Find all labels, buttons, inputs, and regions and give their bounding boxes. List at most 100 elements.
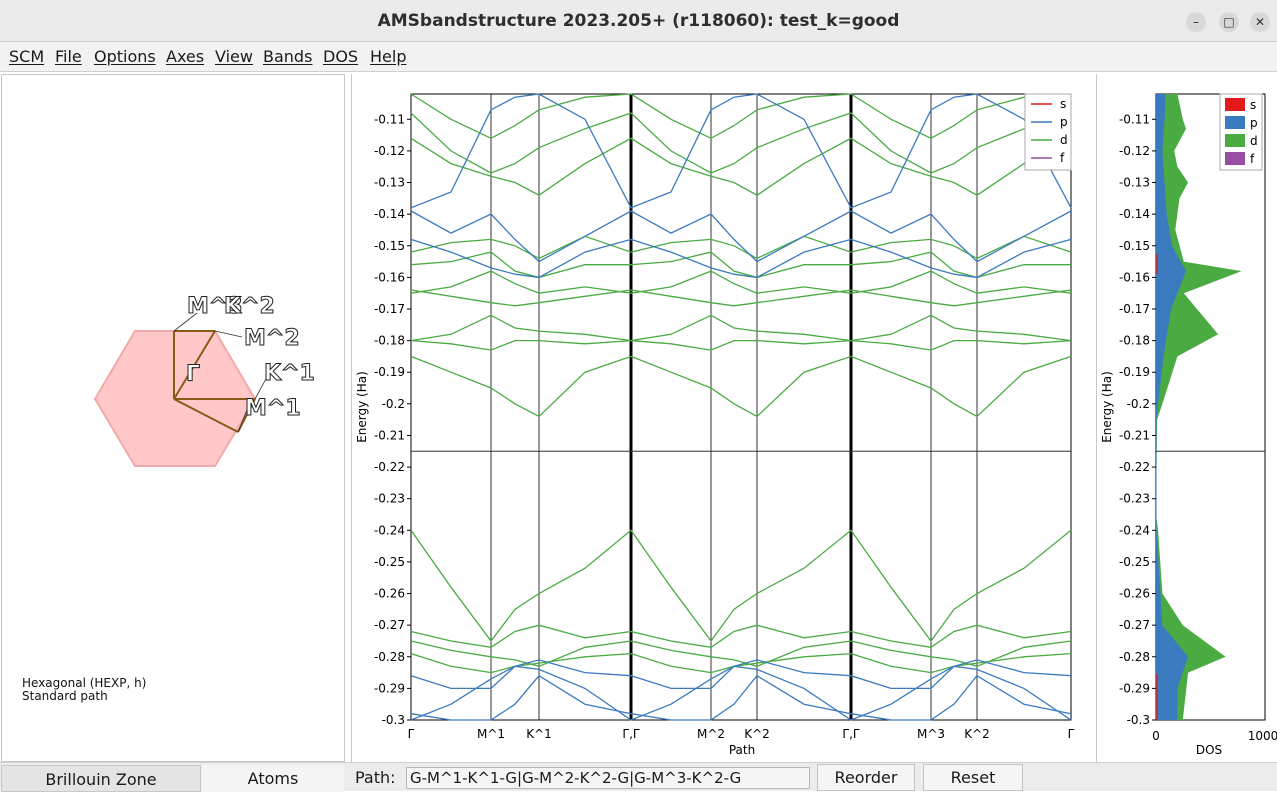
band-xtick-label: Γ xyxy=(1068,727,1075,741)
band-line xyxy=(410,355,1072,418)
close-icon[interactable]: ✕ xyxy=(1250,12,1270,32)
band-line xyxy=(410,289,1072,307)
band-ytick-label: -0.13 xyxy=(374,176,405,190)
dos-xtick-1000: 1000 xyxy=(1248,729,1277,743)
tab-brillouin-zone[interactable]: Brillouin Zone xyxy=(1,765,201,792)
band-line xyxy=(410,112,1072,174)
band-ytick-label: -0.16 xyxy=(374,270,405,284)
band-ytick-label: -0.2 xyxy=(382,397,405,411)
band-xtick-label: M^3 xyxy=(917,727,945,741)
path-input[interactable]: G-M^1-K^1-G|G-M^2-K^2-G|G-M^3-K^2-G xyxy=(406,767,810,789)
menu-scm[interactable]: SCM xyxy=(9,47,45,66)
dos-legend: s p d f xyxy=(1219,93,1263,171)
band-line xyxy=(410,93,1072,209)
dos-xtick-0: 0 xyxy=(1152,729,1160,743)
band-ytick-label: -0.19 xyxy=(374,365,405,379)
dos-plot[interactable]: -0.11 -0.12 -0.13 -0.14 -0.15 -0.16 -0.17 -0.18… xyxy=(1097,74,1277,762)
band-xtick-label: Γ,Γ xyxy=(842,727,860,741)
menu-view[interactable]: View xyxy=(215,47,253,66)
dos-ytick-label: -0.15 xyxy=(1119,239,1150,253)
dos-ytick-label: -0.13 xyxy=(1119,176,1150,190)
band-xtick-label: M^2 xyxy=(697,727,725,741)
band-line xyxy=(410,93,1072,140)
dos-ytick-label: -0.19 xyxy=(1119,365,1150,379)
dos-legend-p-swatch xyxy=(1225,116,1245,129)
title-bar: AMSbandstructure 2023.205+ (r118060): te… xyxy=(0,0,1277,42)
dos-legend-p-label: p xyxy=(1250,116,1258,130)
band-ytick-label: -0.12 xyxy=(374,144,405,158)
dos-ytick-label: -0.23 xyxy=(1119,492,1150,506)
band-line xyxy=(410,674,1072,721)
path-info: Standard path xyxy=(22,689,108,703)
dos-ytick-label: -0.12 xyxy=(1119,144,1150,158)
dos-ytick-label: -0.28 xyxy=(1119,650,1150,664)
band-ytick-label: -0.23 xyxy=(374,492,405,506)
band-legend: s p d f xyxy=(1024,93,1072,171)
band-line xyxy=(410,640,1072,667)
dos-ytick-label: -0.16 xyxy=(1119,270,1150,284)
bz-label-m3: M^3 xyxy=(187,294,243,319)
bz-label-k2: K^2 xyxy=(224,294,275,319)
band-line xyxy=(410,137,1072,196)
band-line xyxy=(410,314,1072,342)
menu-dos[interactable]: DOS xyxy=(323,47,359,66)
band-ytick-label: -0.28 xyxy=(374,650,405,664)
menu-file[interactable]: File xyxy=(55,47,82,66)
dos-legend-f-label: f xyxy=(1250,152,1255,166)
tab-atoms[interactable]: Atoms xyxy=(202,765,344,792)
dos-ytick-label: -0.25 xyxy=(1119,555,1150,569)
band-ylabel: Energy (Ha) xyxy=(355,371,369,443)
reset-button[interactable]: Reset xyxy=(923,764,1023,791)
band-xtick-label: M^1 xyxy=(477,727,505,741)
band-ytick-label: -0.17 xyxy=(374,302,405,316)
lattice-info: Hexagonal (HEXP, h) xyxy=(22,676,146,690)
band-ytick-label: -0.27 xyxy=(374,618,405,632)
band-xtick-label: K^2 xyxy=(744,727,770,741)
dos-ytick-label: -0.27 xyxy=(1119,618,1150,632)
band-xtick-label: Γ xyxy=(408,727,415,741)
band-ytick-label: -0.29 xyxy=(374,681,405,695)
minimize-icon[interactable]: – xyxy=(1186,12,1206,32)
dos-legend-s-label: s xyxy=(1250,98,1256,112)
maximize-icon[interactable]: □ xyxy=(1219,12,1239,32)
menu-bar: SCM File Options Axes View Bands DOS Hel… xyxy=(0,42,1277,72)
brillouin-zone-view[interactable]: M^3 M^2 K^2 Γ K^1 M^1 Hexagonal (HEXP, h… xyxy=(2,75,344,761)
dos-ytick-label: -0.24 xyxy=(1119,523,1150,537)
bz-label-m2: M^2 xyxy=(244,326,300,351)
band-line xyxy=(410,238,1072,279)
band-line xyxy=(410,529,1072,643)
menu-axes[interactable]: Axes xyxy=(166,47,205,66)
band-xtick-label: K^2 xyxy=(964,727,990,741)
band-line xyxy=(410,210,1072,263)
dos-d-area xyxy=(1156,94,1242,720)
dos-ytick-label: -0.26 xyxy=(1119,587,1150,601)
band-structure-plot[interactable]: -0.11 -0.12 -0.13 -0.14 -0.15 -0.16 -0.17 -0.18… xyxy=(352,74,1091,762)
menu-help[interactable]: Help xyxy=(370,47,407,66)
band-structure-panel[interactable]: -0.11 -0.12 -0.13 -0.14 -0.15 -0.16 -0.17 -0.18… xyxy=(351,74,1091,762)
dos-ytick-label: -0.22 xyxy=(1119,460,1150,474)
band-line xyxy=(410,339,1072,351)
dos-ylabel: Energy (Ha) xyxy=(1100,371,1114,443)
dos-legend-f-swatch xyxy=(1225,152,1245,165)
band-ytick-label: -0.11 xyxy=(374,112,405,126)
menu-options[interactable]: Options xyxy=(94,47,156,66)
dos-ytick-label: -0.3 xyxy=(1127,713,1150,727)
dos-panel[interactable]: -0.11 -0.12 -0.13 -0.14 -0.15 -0.16 -0.17 -0.18… xyxy=(1096,74,1277,762)
band-ytick-label: -0.15 xyxy=(374,239,405,253)
band-line xyxy=(410,251,1071,279)
band-ytick-label: -0.14 xyxy=(374,207,405,221)
bottom-bar: Brillouin Zone Atoms Path: G-M^1-K^1-G|G… xyxy=(0,762,1277,792)
reorder-button[interactable]: Reorder xyxy=(817,764,915,791)
brillouin-zone-panel[interactable]: M^3 M^2 K^2 Γ K^1 M^1 Hexagonal (HEXP, h… xyxy=(1,74,345,762)
band-ytick-label: -0.18 xyxy=(374,334,405,348)
dos-legend-d-swatch xyxy=(1225,134,1245,147)
band-ytick-label: -0.21 xyxy=(374,428,405,442)
band-line xyxy=(410,665,1072,721)
band-line xyxy=(410,624,1072,648)
band-ytick-label: -0.25 xyxy=(374,555,405,569)
dos-ytick-label: -0.2 xyxy=(1127,397,1150,411)
dos-ytick-label: -0.29 xyxy=(1119,681,1150,695)
bz-label-m1: M^1 xyxy=(245,396,301,421)
menu-bands[interactable]: Bands xyxy=(263,47,313,66)
window-title: AMSbandstructure 2023.205+ (r118060): te… xyxy=(377,11,900,31)
